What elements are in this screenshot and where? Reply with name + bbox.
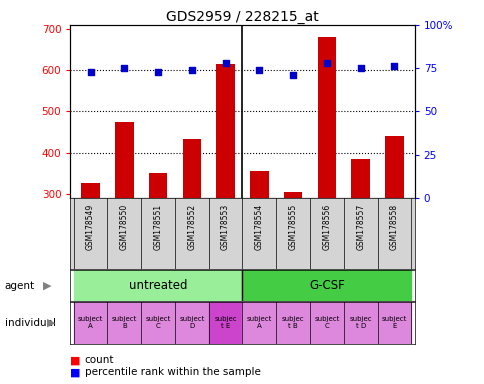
Text: GSM178553: GSM178553 <box>221 204 229 250</box>
Bar <box>242 302 276 344</box>
Bar <box>317 37 335 198</box>
Bar <box>81 182 100 198</box>
Point <box>120 65 128 71</box>
Text: subjec
t B: subjec t B <box>281 316 304 329</box>
Point <box>288 72 296 78</box>
Point <box>188 67 196 73</box>
Text: agent: agent <box>5 281 35 291</box>
Text: GSM178555: GSM178555 <box>288 204 297 250</box>
Text: individual: individual <box>5 318 56 328</box>
Text: ■: ■ <box>70 355 81 365</box>
Text: count: count <box>85 355 114 365</box>
Bar <box>216 65 234 198</box>
Bar <box>107 302 141 344</box>
Bar <box>149 173 167 198</box>
Text: GSM178554: GSM178554 <box>255 204 263 250</box>
Text: subject
C: subject C <box>145 316 170 329</box>
Text: ▶: ▶ <box>46 318 55 328</box>
Bar <box>74 270 242 301</box>
Text: GSM178550: GSM178550 <box>120 204 129 250</box>
Bar <box>350 159 369 198</box>
Point <box>221 60 229 66</box>
Bar <box>242 270 410 301</box>
Bar <box>377 302 410 344</box>
Point <box>255 67 263 73</box>
Text: GSM178551: GSM178551 <box>153 204 162 250</box>
Text: ▶: ▶ <box>43 281 52 291</box>
Point <box>322 60 330 66</box>
Text: subject
C: subject C <box>314 316 339 329</box>
Bar <box>74 302 107 344</box>
Bar <box>343 302 377 344</box>
Bar <box>276 302 309 344</box>
Text: GSM178558: GSM178558 <box>389 204 398 250</box>
Point <box>87 68 94 74</box>
Text: subject
D: subject D <box>179 316 204 329</box>
Text: subject
E: subject E <box>381 316 406 329</box>
Text: GDS2959 / 228215_at: GDS2959 / 228215_at <box>166 10 318 23</box>
Text: subject
B: subject B <box>111 316 137 329</box>
Bar <box>182 139 201 198</box>
Text: GSM178549: GSM178549 <box>86 204 95 250</box>
Text: GSM178552: GSM178552 <box>187 204 196 250</box>
Text: G-CSF: G-CSF <box>308 279 344 292</box>
Text: subjec
t D: subjec t D <box>348 316 371 329</box>
Point <box>154 68 162 74</box>
Bar <box>141 302 175 344</box>
Bar <box>283 192 302 198</box>
Bar <box>208 302 242 344</box>
Text: percentile rank within the sample: percentile rank within the sample <box>85 367 260 377</box>
Text: GSM178557: GSM178557 <box>355 204 364 250</box>
Text: ■: ■ <box>70 367 81 377</box>
Point <box>390 63 397 70</box>
Text: subjec
t E: subjec t E <box>214 316 237 329</box>
Bar <box>309 302 343 344</box>
Bar <box>250 171 268 198</box>
Bar <box>384 136 403 198</box>
Text: subject
A: subject A <box>246 316 272 329</box>
Point <box>356 65 364 71</box>
Text: untreated: untreated <box>129 279 187 292</box>
Bar <box>115 122 134 198</box>
Bar <box>175 302 208 344</box>
Text: GSM178556: GSM178556 <box>322 204 331 250</box>
Text: subject
A: subject A <box>78 316 103 329</box>
